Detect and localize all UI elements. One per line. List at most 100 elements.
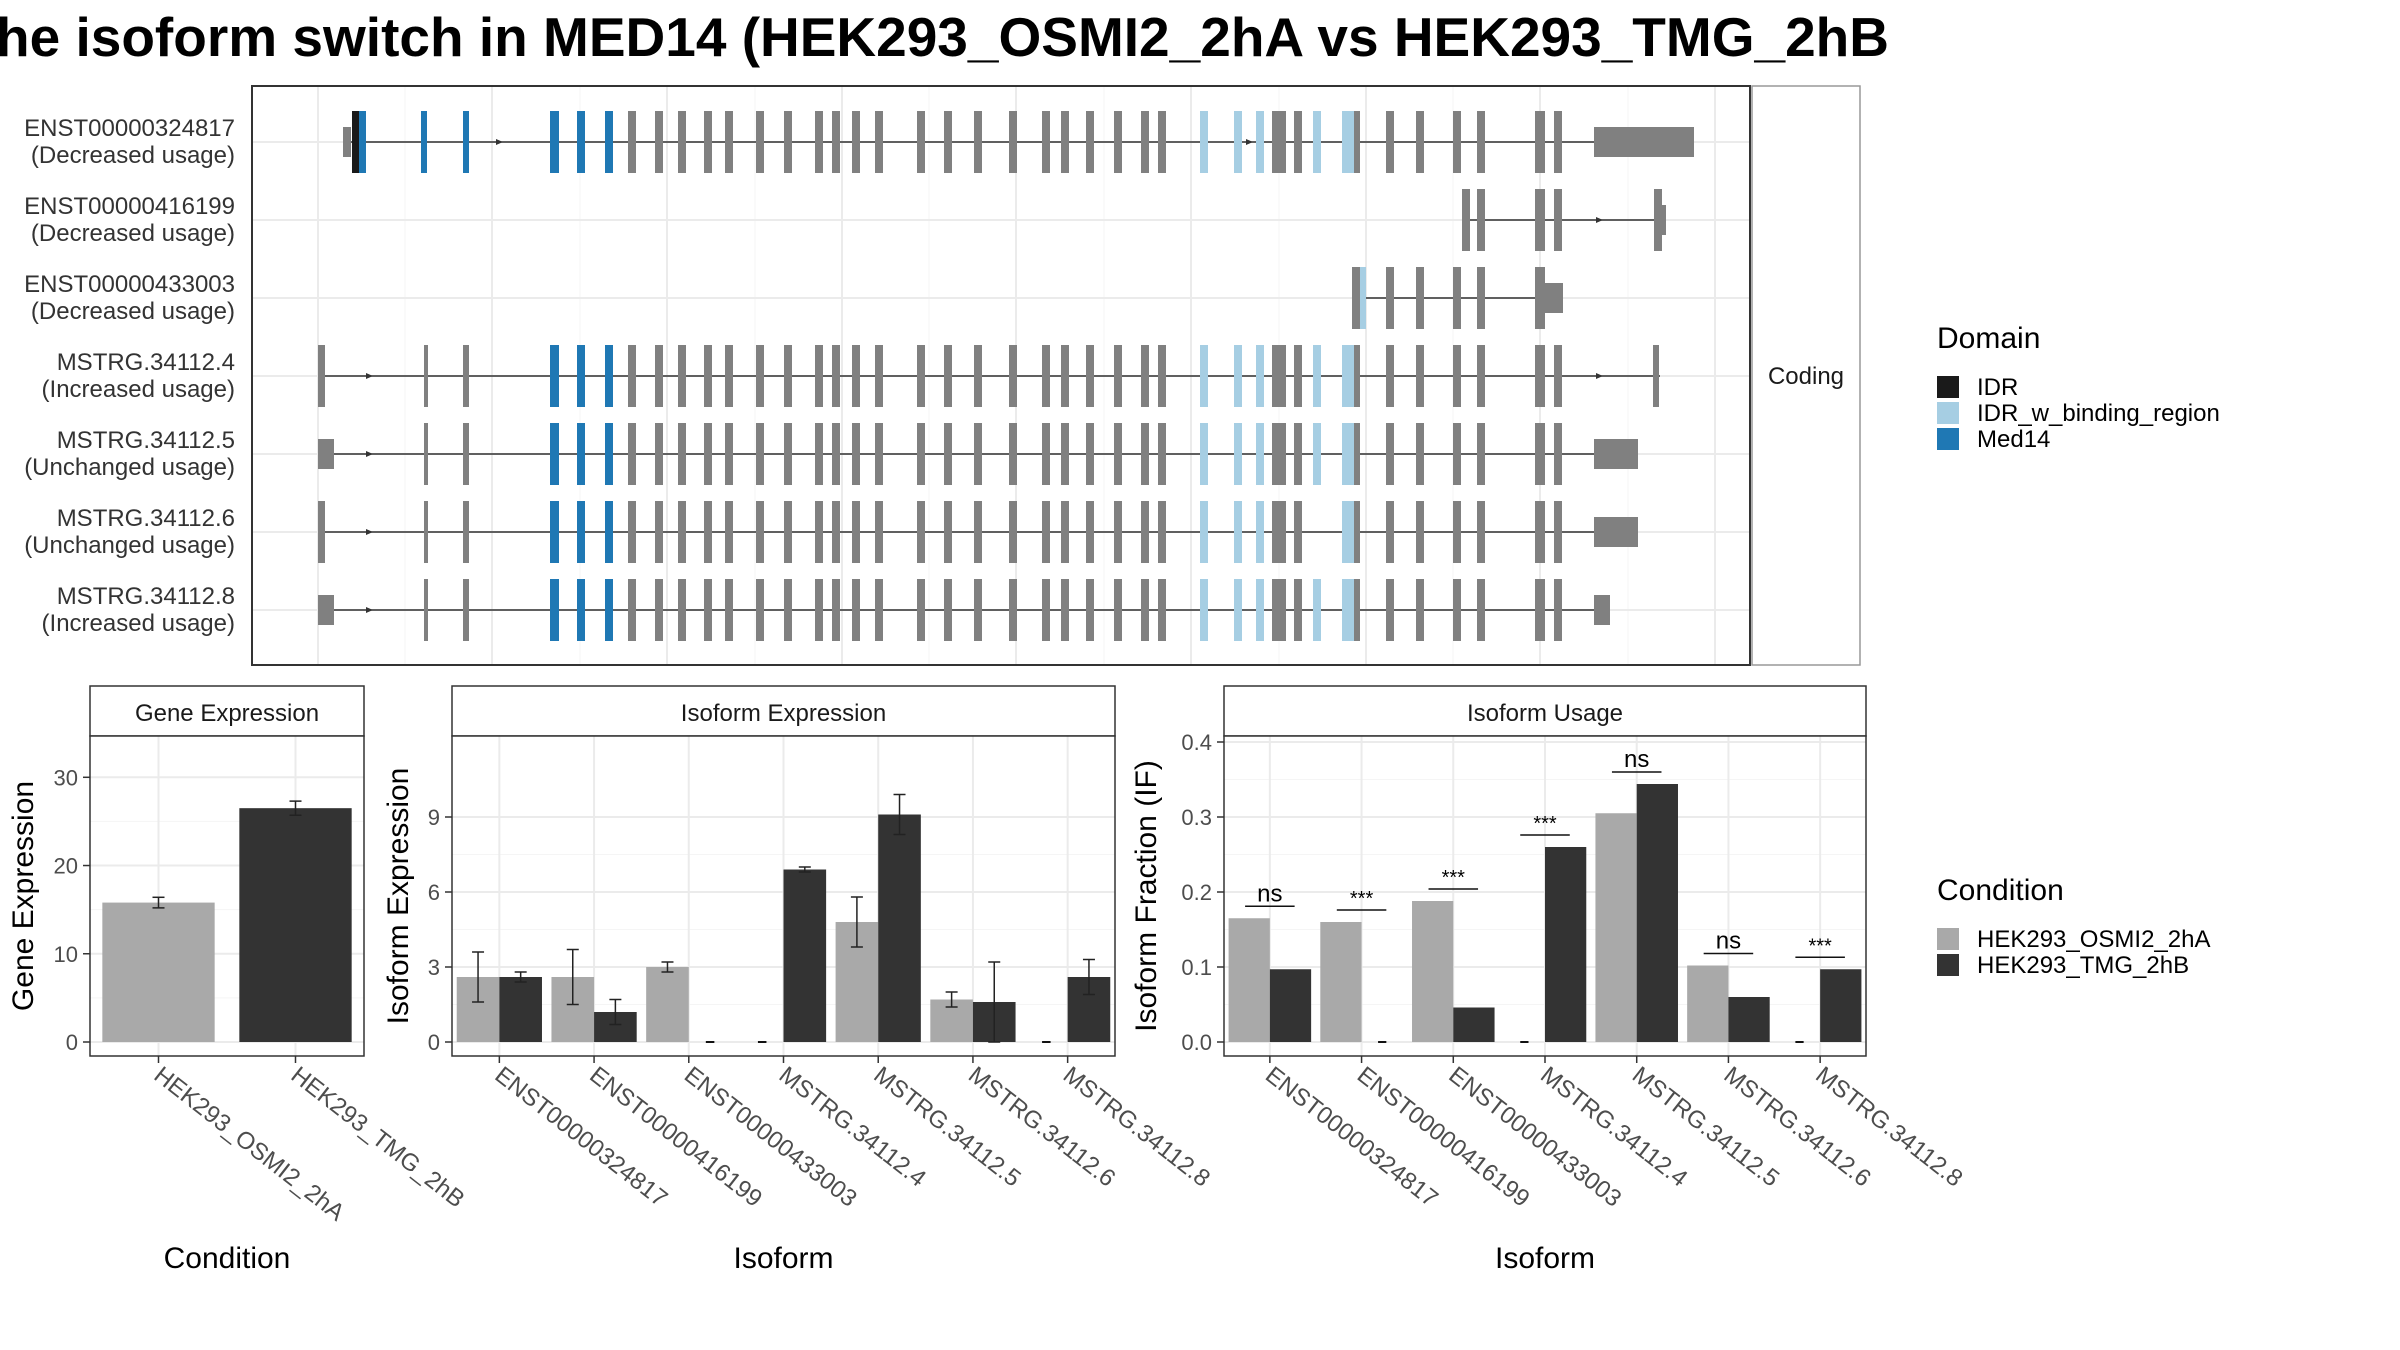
exon-Med14 xyxy=(550,501,559,563)
panel-border xyxy=(89,735,365,1057)
exon-IDR_w_binding_region xyxy=(1256,423,1264,485)
transcript-usage: (Decreased usage) xyxy=(31,220,235,247)
y-tick-label: 0.1 xyxy=(1181,955,1212,980)
exon-noncoding xyxy=(628,501,636,563)
exon-IDR_w_binding_region xyxy=(1256,579,1264,641)
exon-noncoding xyxy=(424,501,428,563)
figure-title: he isoform switch in MED14 (HEK293_OSMI2… xyxy=(0,6,1889,68)
exon-IDR_w_binding_region xyxy=(1200,111,1208,173)
exon-noncoding xyxy=(655,501,663,563)
transcript-label: ENST00000416199(Decreased usage) xyxy=(24,193,235,247)
exon-Med14 xyxy=(605,345,613,407)
exon-noncoding xyxy=(1477,189,1485,251)
exon-noncoding xyxy=(1416,345,1424,407)
exon-Med14 xyxy=(550,579,559,641)
exon-noncoding xyxy=(815,423,823,485)
exon-noncoding xyxy=(1535,111,1545,173)
exon-noncoding xyxy=(678,111,686,173)
exon-Med14 xyxy=(577,111,585,173)
exon-noncoding xyxy=(678,579,686,641)
transcript-id: MSTRG.34112.6 xyxy=(57,505,235,532)
exon-noncoding xyxy=(1141,345,1149,407)
significance-label: *** xyxy=(1350,888,1374,910)
x-tick-label: MSTRG.34112.8 xyxy=(1810,1061,1967,1192)
exon-noncoding xyxy=(1354,111,1360,173)
exon-noncoding xyxy=(1453,501,1461,563)
exon-noncoding xyxy=(655,423,663,485)
significance-label: ns xyxy=(1716,928,1741,955)
exon-noncoding xyxy=(318,595,334,625)
exon-Med14 xyxy=(421,111,427,173)
significance-label: *** xyxy=(1808,935,1832,957)
y-tick-label: 0 xyxy=(428,1030,440,1055)
exon-noncoding xyxy=(852,501,860,563)
exon-noncoding xyxy=(1061,345,1069,407)
exon-IDR_w_binding_region xyxy=(1200,501,1208,563)
exon-noncoding xyxy=(1416,501,1424,563)
exon-noncoding xyxy=(1294,423,1302,485)
transcript-model xyxy=(1462,189,1666,251)
exon-noncoding xyxy=(424,579,428,641)
exon-noncoding xyxy=(1042,579,1050,641)
exon-noncoding xyxy=(917,423,925,485)
legend-key-IDR xyxy=(1937,376,1959,398)
exon-noncoding xyxy=(1416,111,1424,173)
exon-noncoding xyxy=(1654,189,1662,251)
exon-noncoding xyxy=(832,345,840,407)
exon-noncoding xyxy=(1453,345,1461,407)
legend-key-Med14 xyxy=(1937,428,1959,450)
utr-exon xyxy=(1594,595,1610,625)
exon-noncoding xyxy=(725,501,733,563)
strand-arrow xyxy=(1246,139,1253,145)
bar xyxy=(1412,901,1454,1042)
exon-noncoding xyxy=(655,111,663,173)
exon-noncoding xyxy=(1272,345,1286,407)
exon-noncoding xyxy=(1386,501,1394,563)
exon-noncoding xyxy=(1158,423,1166,485)
exon-IDR_w_binding_region xyxy=(1342,345,1356,407)
exon-noncoding xyxy=(917,579,925,641)
exon-noncoding xyxy=(678,423,686,485)
exon-IDR_w_binding_region xyxy=(1234,345,1242,407)
isoform-usage-panel: Isoform Usage 0.0 0.1 0.2 0.3 0.4 ns *** *** *** n… xyxy=(1130,685,1968,1275)
exon-noncoding xyxy=(1386,345,1394,407)
exon-noncoding xyxy=(756,423,764,485)
exon-noncoding xyxy=(784,579,792,641)
exon-noncoding xyxy=(1061,111,1069,173)
bar xyxy=(1545,847,1587,1042)
x-axis-title: Isoform xyxy=(1495,1242,1595,1275)
transcript-structure-panel: ENST00000324817(Decreased usage)ENST0000… xyxy=(24,85,1861,666)
exon-noncoding xyxy=(1042,423,1050,485)
exon-noncoding xyxy=(1272,579,1286,641)
exon-noncoding xyxy=(944,579,952,641)
exon-noncoding xyxy=(1554,189,1562,251)
significance-label: ns xyxy=(1624,746,1649,773)
exon-noncoding xyxy=(1535,579,1545,641)
bar xyxy=(1636,784,1678,1042)
exon-noncoding xyxy=(1554,111,1562,173)
exon-noncoding xyxy=(1386,267,1394,329)
exon-noncoding xyxy=(784,501,792,563)
panel-strip xyxy=(89,685,365,737)
bar xyxy=(646,967,689,1042)
legend-label: HEK293_OSMI2_2hA xyxy=(1977,926,2210,953)
exon-noncoding xyxy=(1386,579,1394,641)
x-tick-label: ENST00000416199 xyxy=(584,1061,767,1212)
exon-noncoding xyxy=(1416,267,1424,329)
y-tick-label: 0.3 xyxy=(1181,805,1212,830)
exon-noncoding xyxy=(424,345,428,407)
panel-strip xyxy=(451,685,1116,737)
x-tick-label: ENST00000433003 xyxy=(1444,1061,1627,1212)
exon-noncoding xyxy=(974,111,982,173)
exon-noncoding xyxy=(424,423,428,485)
exon-noncoding xyxy=(725,579,733,641)
exon-IDR_w_binding_region xyxy=(1360,267,1366,329)
bar xyxy=(1320,922,1362,1042)
transcript-id: MSTRG.34112.4 xyxy=(57,349,235,376)
exon-noncoding xyxy=(944,111,952,173)
exon-noncoding xyxy=(704,111,712,173)
exon-noncoding xyxy=(1462,189,1470,251)
exon-noncoding xyxy=(463,501,469,563)
transcript-model xyxy=(343,111,1694,173)
